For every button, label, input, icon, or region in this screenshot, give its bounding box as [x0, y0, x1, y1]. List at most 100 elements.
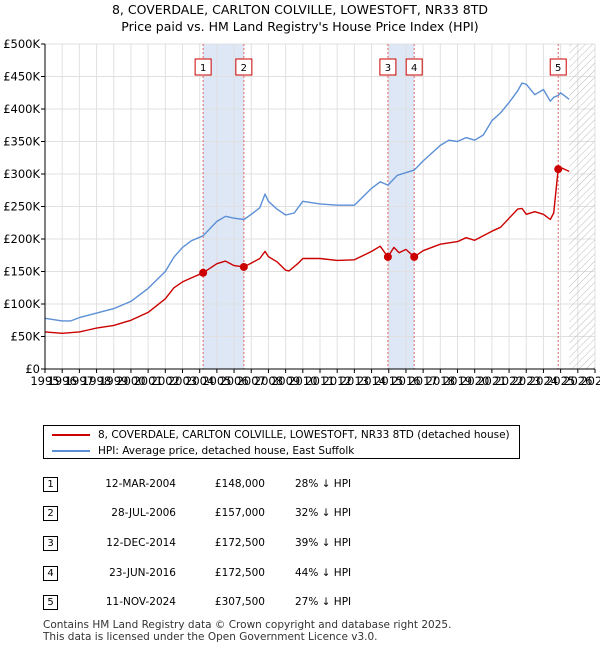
sale-label-box	[549, 58, 567, 76]
x-tick-label: 2018	[426, 374, 455, 388]
x-tick-label: 2022	[494, 374, 523, 388]
x-tick-label: 1999	[99, 374, 128, 388]
y-tick-label: £150K	[3, 265, 40, 279]
x-tick-label: 2027	[580, 374, 600, 388]
x-tick-label: 2023	[512, 374, 541, 388]
x-tick-label: 2005	[202, 374, 231, 388]
x-tick-label: 2026	[563, 374, 592, 388]
x-tick-label: 2004	[185, 374, 214, 388]
x-tick-label: 2017	[408, 374, 437, 388]
hpi-difference: 28% ↓ HPI	[295, 478, 352, 490]
x-tick-label: 2013	[340, 374, 369, 388]
sale-price: £307,500	[214, 596, 265, 608]
sale-point	[554, 165, 563, 174]
sale-label-number: 5	[555, 63, 561, 74]
legend-swatch-hpi	[52, 450, 90, 452]
x-tick-label: 1996	[48, 374, 77, 388]
y-tick-label: £300K	[3, 167, 40, 181]
table-row: 1 12-MAR-2004 £148,000 28% ↓ HPI	[0, 477, 600, 497]
y-tick-label: £250K	[3, 200, 40, 214]
price-chart: 1 2 3 4 5 £0 £50K £100K £150K £200K £250K £300K £35…	[3, 37, 600, 388]
x-tick-label: 2014	[357, 374, 386, 388]
sale-label-number: 4	[411, 63, 417, 74]
sale-point	[199, 268, 208, 277]
row-number-badge: 3	[43, 536, 58, 551]
sale-label-number: 3	[385, 63, 391, 74]
x-tick-label: 2021	[477, 374, 506, 388]
x-tick-label: 2009	[271, 374, 300, 388]
hpi-difference: 44% ↓ HPI	[295, 567, 352, 579]
x-tick-label: 2025	[546, 374, 575, 388]
sale-label-box	[194, 58, 212, 76]
sale-date: 12-MAR-2004	[105, 478, 176, 490]
legend-swatch-property	[52, 434, 90, 436]
table-row: 3 12-DEC-2014 £172,500 39% ↓ HPI	[0, 536, 600, 556]
x-tick-label: 1998	[82, 374, 111, 388]
y-tick-label: £450K	[3, 70, 40, 84]
legend-label-property: 8, COVERDALE, CARLTON COLVILLE, LOWESTOF…	[98, 429, 510, 441]
hpi-line	[44, 82, 570, 322]
sale-label-box	[379, 58, 397, 76]
y-tick-label: £500K	[3, 37, 40, 51]
sale-date: 12-DEC-2014	[106, 537, 176, 549]
legend-label-hpi: HPI: Average price, detached house, East…	[98, 445, 355, 457]
hpi-difference: 39% ↓ HPI	[295, 537, 352, 549]
y-tick-label: £0	[25, 362, 40, 376]
x-tick-label: 2007	[237, 374, 266, 388]
y-tick-label: £350K	[3, 135, 40, 149]
x-tick-label: 2006	[219, 374, 248, 388]
license-text: This data is licensed under the Open Gov…	[43, 631, 378, 643]
x-tick-label: 2019	[443, 374, 472, 388]
table-row: 5 11-NOV-2024 £307,500 27% ↓ HPI	[0, 595, 600, 615]
forecast-hatch-area	[569, 44, 595, 369]
x-tick-label: 2015	[374, 374, 403, 388]
x-tick-label: 2024	[529, 374, 558, 388]
y-tick-label: £100K	[3, 297, 40, 311]
x-tick-label: 2003	[168, 374, 197, 388]
sale-point	[239, 262, 248, 271]
x-tick-label: 2008	[254, 374, 283, 388]
x-tick-label: 2010	[288, 374, 317, 388]
hpi-difference: 27% ↓ HPI	[295, 596, 352, 608]
y-tick-label: £400K	[3, 102, 40, 116]
hpi-difference: 32% ↓ HPI	[295, 507, 352, 519]
sale-label-box	[405, 58, 423, 76]
x-tick-label: 2012	[323, 374, 352, 388]
x-tick-label: 2020	[460, 374, 489, 388]
x-tick-label: 1995	[30, 374, 59, 388]
sale-date: 28-JUL-2006	[111, 507, 176, 519]
sale-price: £157,000	[214, 507, 265, 519]
sale-label-box	[235, 58, 253, 76]
sale-label-number: 2	[241, 63, 247, 74]
sale-price: £172,500	[214, 537, 265, 549]
row-number-badge: 1	[43, 477, 58, 492]
chart-subtitle: Price paid vs. HM Land Registry's House …	[121, 19, 479, 34]
table-row: 2 28-JUL-2006 £157,000 32% ↓ HPI	[0, 506, 600, 526]
chart-legend: 8, COVERDALE, CARLTON COLVILLE, LOWESTOF…	[43, 425, 520, 459]
x-tick-label: 2001	[133, 374, 162, 388]
footer: Contains HM Land Registry data © Crown c…	[43, 619, 451, 643]
property-price-line	[44, 166, 570, 334]
sale-point	[410, 252, 419, 261]
sale-label-number: 1	[200, 63, 206, 74]
x-tick-label: 1997	[65, 374, 94, 388]
chart-title: 8, COVERDALE, CARLTON COLVILLE, LOWESTOF…	[111, 2, 489, 17]
row-number-badge: 2	[43, 506, 58, 521]
table-row: 4 23-JUN-2016 £172,500 44% ↓ HPI	[0, 566, 600, 586]
x-tick-label: 2016	[391, 374, 420, 388]
sale-date: 23-JUN-2016	[109, 567, 176, 579]
copyright-text: Contains HM Land Registry data © Crown c…	[43, 619, 452, 631]
sale-price: £172,500	[214, 567, 265, 579]
row-number-badge: 5	[43, 595, 58, 610]
x-tick-label: 2002	[151, 374, 180, 388]
legend-item-property: 8, COVERDALE, CARLTON COLVILLE, LOWESTOF…	[52, 427, 510, 443]
sale-date: 11-NOV-2024	[105, 596, 176, 608]
y-tick-label: £200K	[3, 232, 40, 246]
x-tick-label: 2011	[305, 374, 334, 388]
legend-item-hpi: HPI: Average price, detached house, East…	[52, 443, 354, 459]
sale-point	[383, 252, 392, 261]
y-tick-label: £50K	[11, 330, 41, 344]
row-number-badge: 4	[43, 566, 58, 581]
sale-price: £148,000	[214, 478, 265, 490]
x-tick-label: 2000	[116, 374, 145, 388]
